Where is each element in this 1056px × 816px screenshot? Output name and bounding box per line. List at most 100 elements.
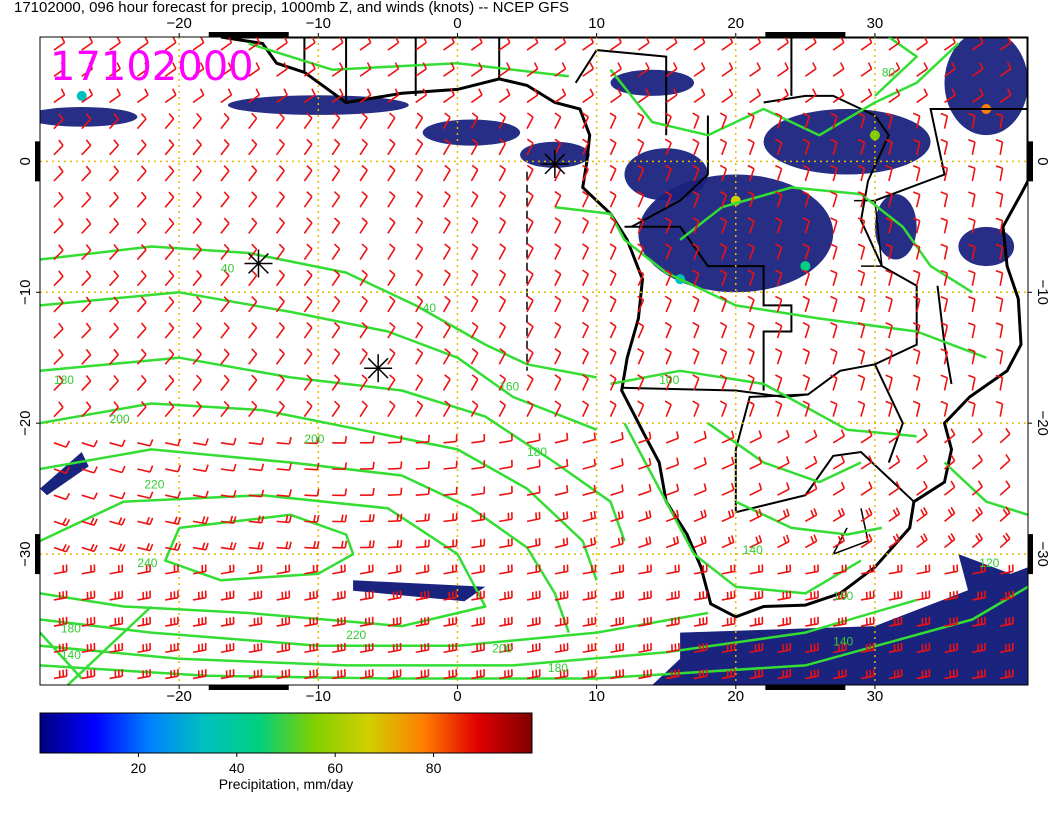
barb-shaft bbox=[581, 116, 590, 129]
barb-shaft bbox=[81, 94, 93, 104]
bottom-lon-tick-label: 10 bbox=[588, 688, 605, 705]
barb-feather bbox=[995, 191, 1003, 196]
barb-shaft bbox=[582, 41, 594, 51]
barb-feather bbox=[868, 507, 873, 515]
wind-barb bbox=[442, 321, 451, 339]
wind-barb bbox=[944, 590, 959, 601]
wind-barb bbox=[749, 616, 764, 627]
barb-shaft bbox=[303, 94, 316, 104]
wind-barb bbox=[471, 460, 486, 470]
wind-barb bbox=[972, 564, 986, 575]
wind-barb bbox=[387, 243, 396, 260]
wind-barb bbox=[721, 642, 736, 654]
colorbar-tick-label: 80 bbox=[426, 760, 442, 776]
barb-shaft bbox=[331, 117, 341, 130]
barb-feather bbox=[637, 164, 644, 170]
barb-shaft bbox=[415, 68, 427, 77]
wind-barb bbox=[360, 435, 375, 444]
barb-shaft bbox=[81, 328, 92, 339]
barb-feather bbox=[813, 534, 818, 542]
wind-barb bbox=[804, 481, 818, 496]
barb-shaft bbox=[303, 248, 313, 261]
barb-shaft bbox=[860, 94, 873, 104]
barb-feather bbox=[923, 480, 928, 488]
wind-barb bbox=[885, 112, 893, 129]
barb-shaft bbox=[971, 246, 976, 260]
wind-barb bbox=[332, 669, 346, 680]
barb-feather bbox=[813, 429, 818, 437]
wind-barb bbox=[136, 139, 147, 156]
barb-feather bbox=[113, 113, 119, 120]
barb-feather bbox=[664, 164, 672, 170]
wind-barb bbox=[108, 244, 119, 261]
barb-shaft bbox=[220, 170, 230, 182]
barb-feather bbox=[149, 439, 154, 447]
barb-feather bbox=[140, 296, 147, 303]
barb-shaft bbox=[609, 273, 617, 287]
wind-barb bbox=[136, 243, 147, 261]
barb-shaft bbox=[526, 378, 534, 391]
barb-feather bbox=[58, 191, 64, 199]
barb-shaft bbox=[470, 195, 479, 208]
wind-barb bbox=[137, 564, 152, 575]
wind-barb bbox=[582, 537, 597, 549]
barb-shaft bbox=[804, 194, 811, 208]
barb-feather bbox=[389, 374, 396, 381]
barb-feather bbox=[316, 462, 320, 470]
wind-barb bbox=[442, 400, 451, 418]
barb-feather bbox=[692, 400, 700, 406]
barb-feather bbox=[361, 321, 368, 328]
wind-barb bbox=[53, 88, 66, 104]
wind-barb bbox=[526, 164, 534, 182]
barb-shaft bbox=[609, 299, 617, 313]
barb-feather bbox=[885, 400, 893, 405]
wind-barb bbox=[220, 437, 237, 446]
wind-barb bbox=[664, 400, 672, 417]
graticule-grid bbox=[40, 37, 1028, 685]
barb-shaft bbox=[638, 542, 651, 549]
barb-feather bbox=[223, 139, 230, 146]
contour-line bbox=[40, 402, 598, 581]
barb-shaft bbox=[108, 301, 119, 313]
wind-barb bbox=[498, 164, 507, 182]
barb-shaft bbox=[999, 94, 1012, 104]
barb-shaft bbox=[748, 142, 755, 156]
barb-feather bbox=[719, 164, 727, 170]
barb-feather bbox=[90, 517, 95, 525]
barb-shaft bbox=[637, 168, 645, 182]
barb-feather bbox=[471, 138, 479, 145]
barb-feather bbox=[333, 374, 341, 381]
barb-feather bbox=[444, 400, 451, 407]
barb-shaft bbox=[749, 41, 761, 51]
barb-feather bbox=[288, 489, 292, 497]
barb-feather bbox=[923, 428, 928, 436]
wind-barb bbox=[747, 348, 755, 365]
wind-barb bbox=[944, 88, 956, 104]
barb-shaft bbox=[582, 94, 594, 104]
wind-barb bbox=[830, 243, 838, 260]
barb-shaft bbox=[442, 117, 451, 130]
barb-shaft bbox=[359, 41, 372, 51]
wind-barb bbox=[944, 480, 956, 496]
barb-feather bbox=[205, 490, 209, 498]
wind-barb bbox=[387, 564, 402, 575]
barb-feather bbox=[121, 439, 126, 447]
barb-feather bbox=[471, 164, 479, 171]
barb-shaft bbox=[442, 378, 451, 391]
barb-shaft bbox=[749, 488, 762, 496]
barb-feather bbox=[199, 88, 205, 96]
barb-feather bbox=[93, 440, 98, 448]
wind-barb bbox=[442, 348, 451, 365]
barb-shaft bbox=[136, 275, 147, 287]
barb-shaft bbox=[916, 68, 928, 77]
wind-barb bbox=[108, 401, 119, 418]
wind-barb bbox=[499, 642, 513, 654]
barb-feather bbox=[58, 218, 64, 225]
barb-feather bbox=[830, 400, 838, 405]
wind-barb bbox=[304, 669, 318, 680]
barb-feather bbox=[366, 88, 372, 96]
wind-barb bbox=[857, 112, 866, 129]
barb-shaft bbox=[470, 274, 479, 287]
barb-feather bbox=[812, 62, 817, 70]
barb-shaft bbox=[554, 169, 562, 182]
